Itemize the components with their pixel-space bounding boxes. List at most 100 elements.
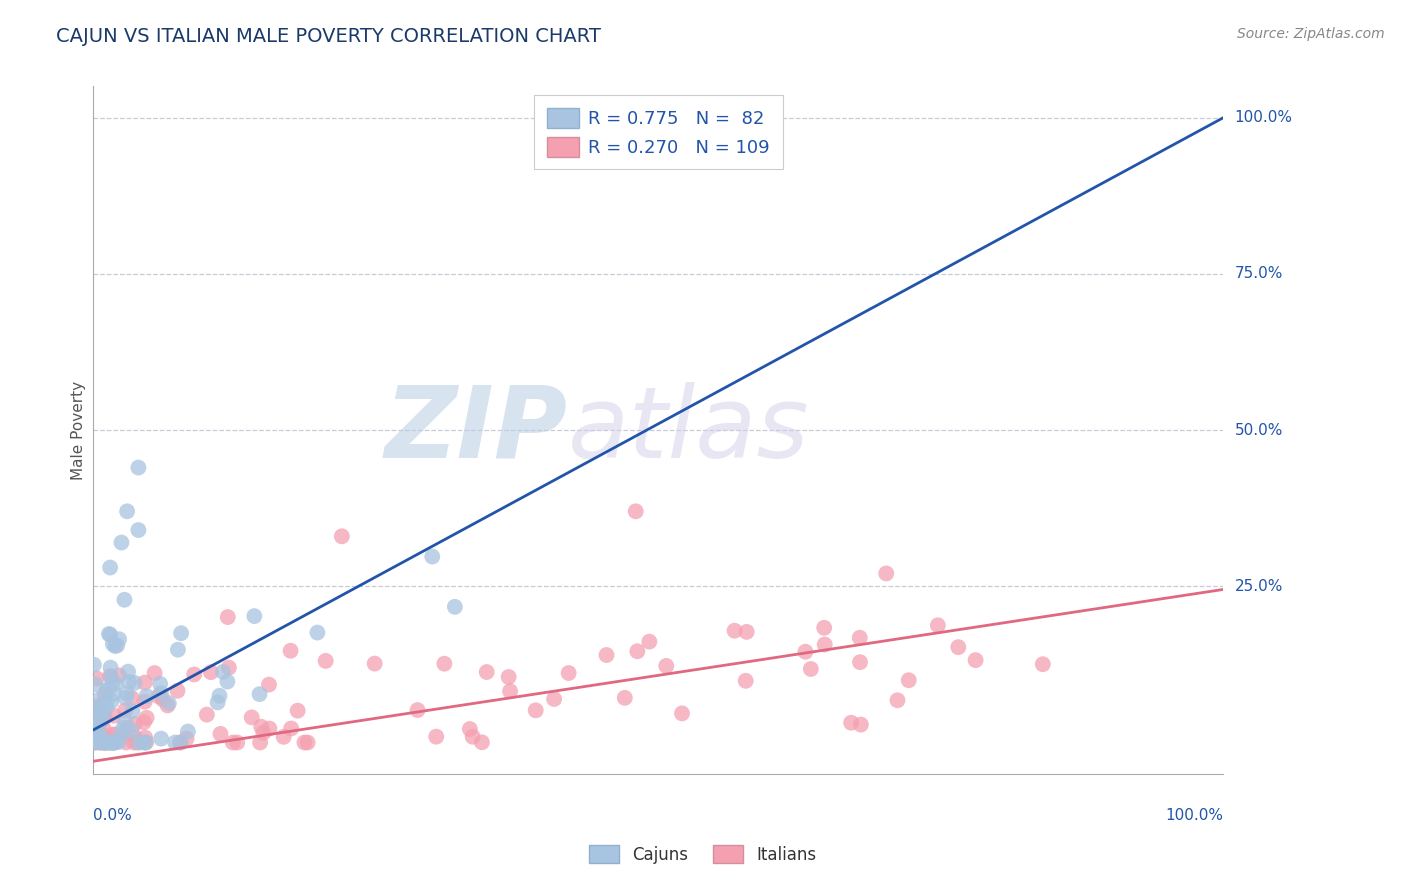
Point [280,644,302,658]
Point [87,702,110,716]
Point [112,592,135,607]
Point [94,735,117,749]
Point [218,660,240,674]
Point [115,504,138,518]
Text: atlas: atlas [568,382,810,479]
Point [626,644,648,658]
Point [124,717,146,731]
Point [110,727,132,741]
Point [93,722,115,736]
Point [252,726,274,740]
Point [471,735,494,749]
Point [101,728,124,742]
Point [94,735,117,749]
Point [86,705,108,719]
Point [927,618,949,632]
Point [135,689,157,703]
Point [107,735,129,749]
Point [249,687,271,701]
Point [433,657,456,671]
Point [127,735,149,749]
Point [118,674,141,689]
Point [103,708,125,723]
Point [104,727,127,741]
Point [166,683,188,698]
Point [363,657,385,671]
Point [250,720,273,734]
Point [886,693,908,707]
Point [104,677,127,691]
Point [499,684,522,698]
Point [87,723,110,737]
Text: 100.0%: 100.0% [1166,808,1223,823]
Point [624,504,647,518]
Point [90,735,112,749]
Text: CAJUN VS ITALIAN MALE POVERTY CORRELATION CHART: CAJUN VS ITALIAN MALE POVERTY CORRELATIO… [56,27,602,45]
Point [90,735,112,749]
Point [86,671,108,685]
Point [849,631,872,645]
Point [120,723,142,738]
Point [425,730,447,744]
Point [124,676,146,690]
Point [100,694,122,708]
Point [170,626,193,640]
Point [613,690,636,705]
Point [98,560,121,574]
Point [115,686,138,700]
Point [84,725,107,739]
Point [101,735,124,749]
Point [135,735,157,749]
Point [222,735,245,749]
Point [108,729,131,743]
Point [121,691,143,706]
Point [84,732,107,747]
Point [723,624,745,638]
Point [87,719,110,733]
Point [217,610,239,624]
Point [794,645,817,659]
Point [84,699,107,714]
Point [543,692,565,706]
Point [165,735,187,749]
Point [91,710,114,724]
Point [98,669,121,683]
Point [93,688,115,702]
Point [110,535,132,549]
Point [294,735,316,749]
Point [240,710,263,724]
Point [169,735,191,749]
Point [101,637,124,651]
Point [89,729,111,743]
Point [98,735,121,749]
Point [83,735,105,749]
Point [671,706,693,721]
Point [134,731,156,745]
Point [444,599,467,614]
Point [101,735,124,749]
Point [93,735,115,749]
Text: ZIP: ZIP [385,382,568,479]
Text: 50.0%: 50.0% [1234,423,1282,438]
Point [108,668,131,682]
Legend: R = 0.775   N =  82, R = 0.270   N = 109: R = 0.775 N = 82, R = 0.270 N = 109 [534,95,783,169]
Point [249,735,271,749]
Point [100,735,122,749]
Point [243,609,266,624]
Point [134,735,156,749]
Point [948,640,970,654]
Y-axis label: Male Poverty: Male Poverty [72,381,86,480]
Point [176,731,198,746]
Point [458,722,481,736]
Point [813,621,835,635]
Point [148,689,170,703]
Point [105,639,128,653]
Point [735,624,758,639]
Point [655,659,678,673]
Point [96,682,118,697]
Point [103,687,125,701]
Point [134,735,156,749]
Point [280,722,302,736]
Point [124,731,146,745]
Point [84,677,107,691]
